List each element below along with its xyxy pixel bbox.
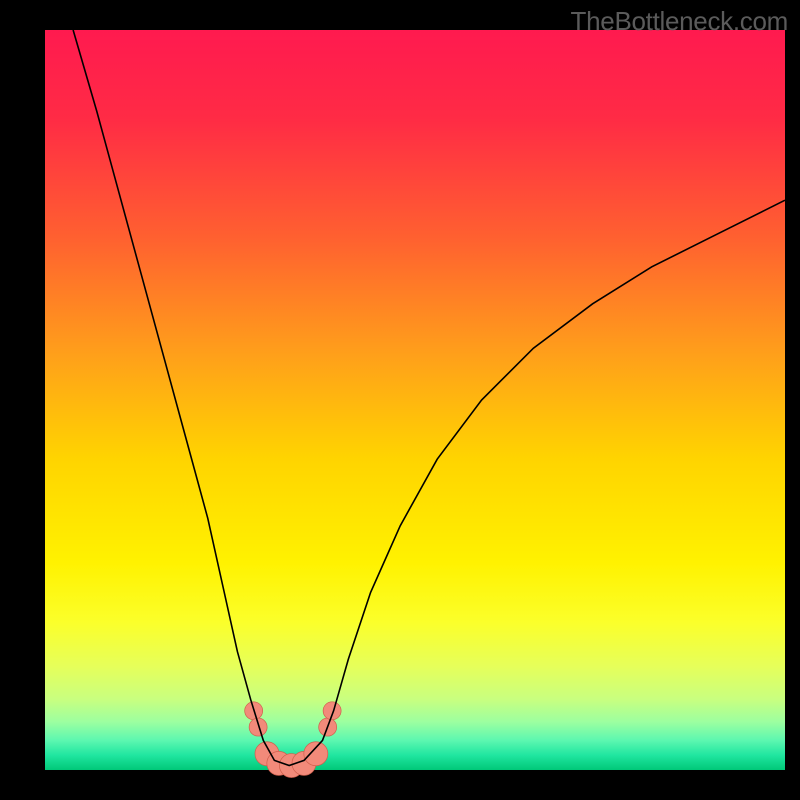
chart-container: TheBottleneck.com (0, 0, 800, 800)
plot-background (45, 30, 785, 770)
watermark-text: TheBottleneck.com (571, 6, 788, 37)
